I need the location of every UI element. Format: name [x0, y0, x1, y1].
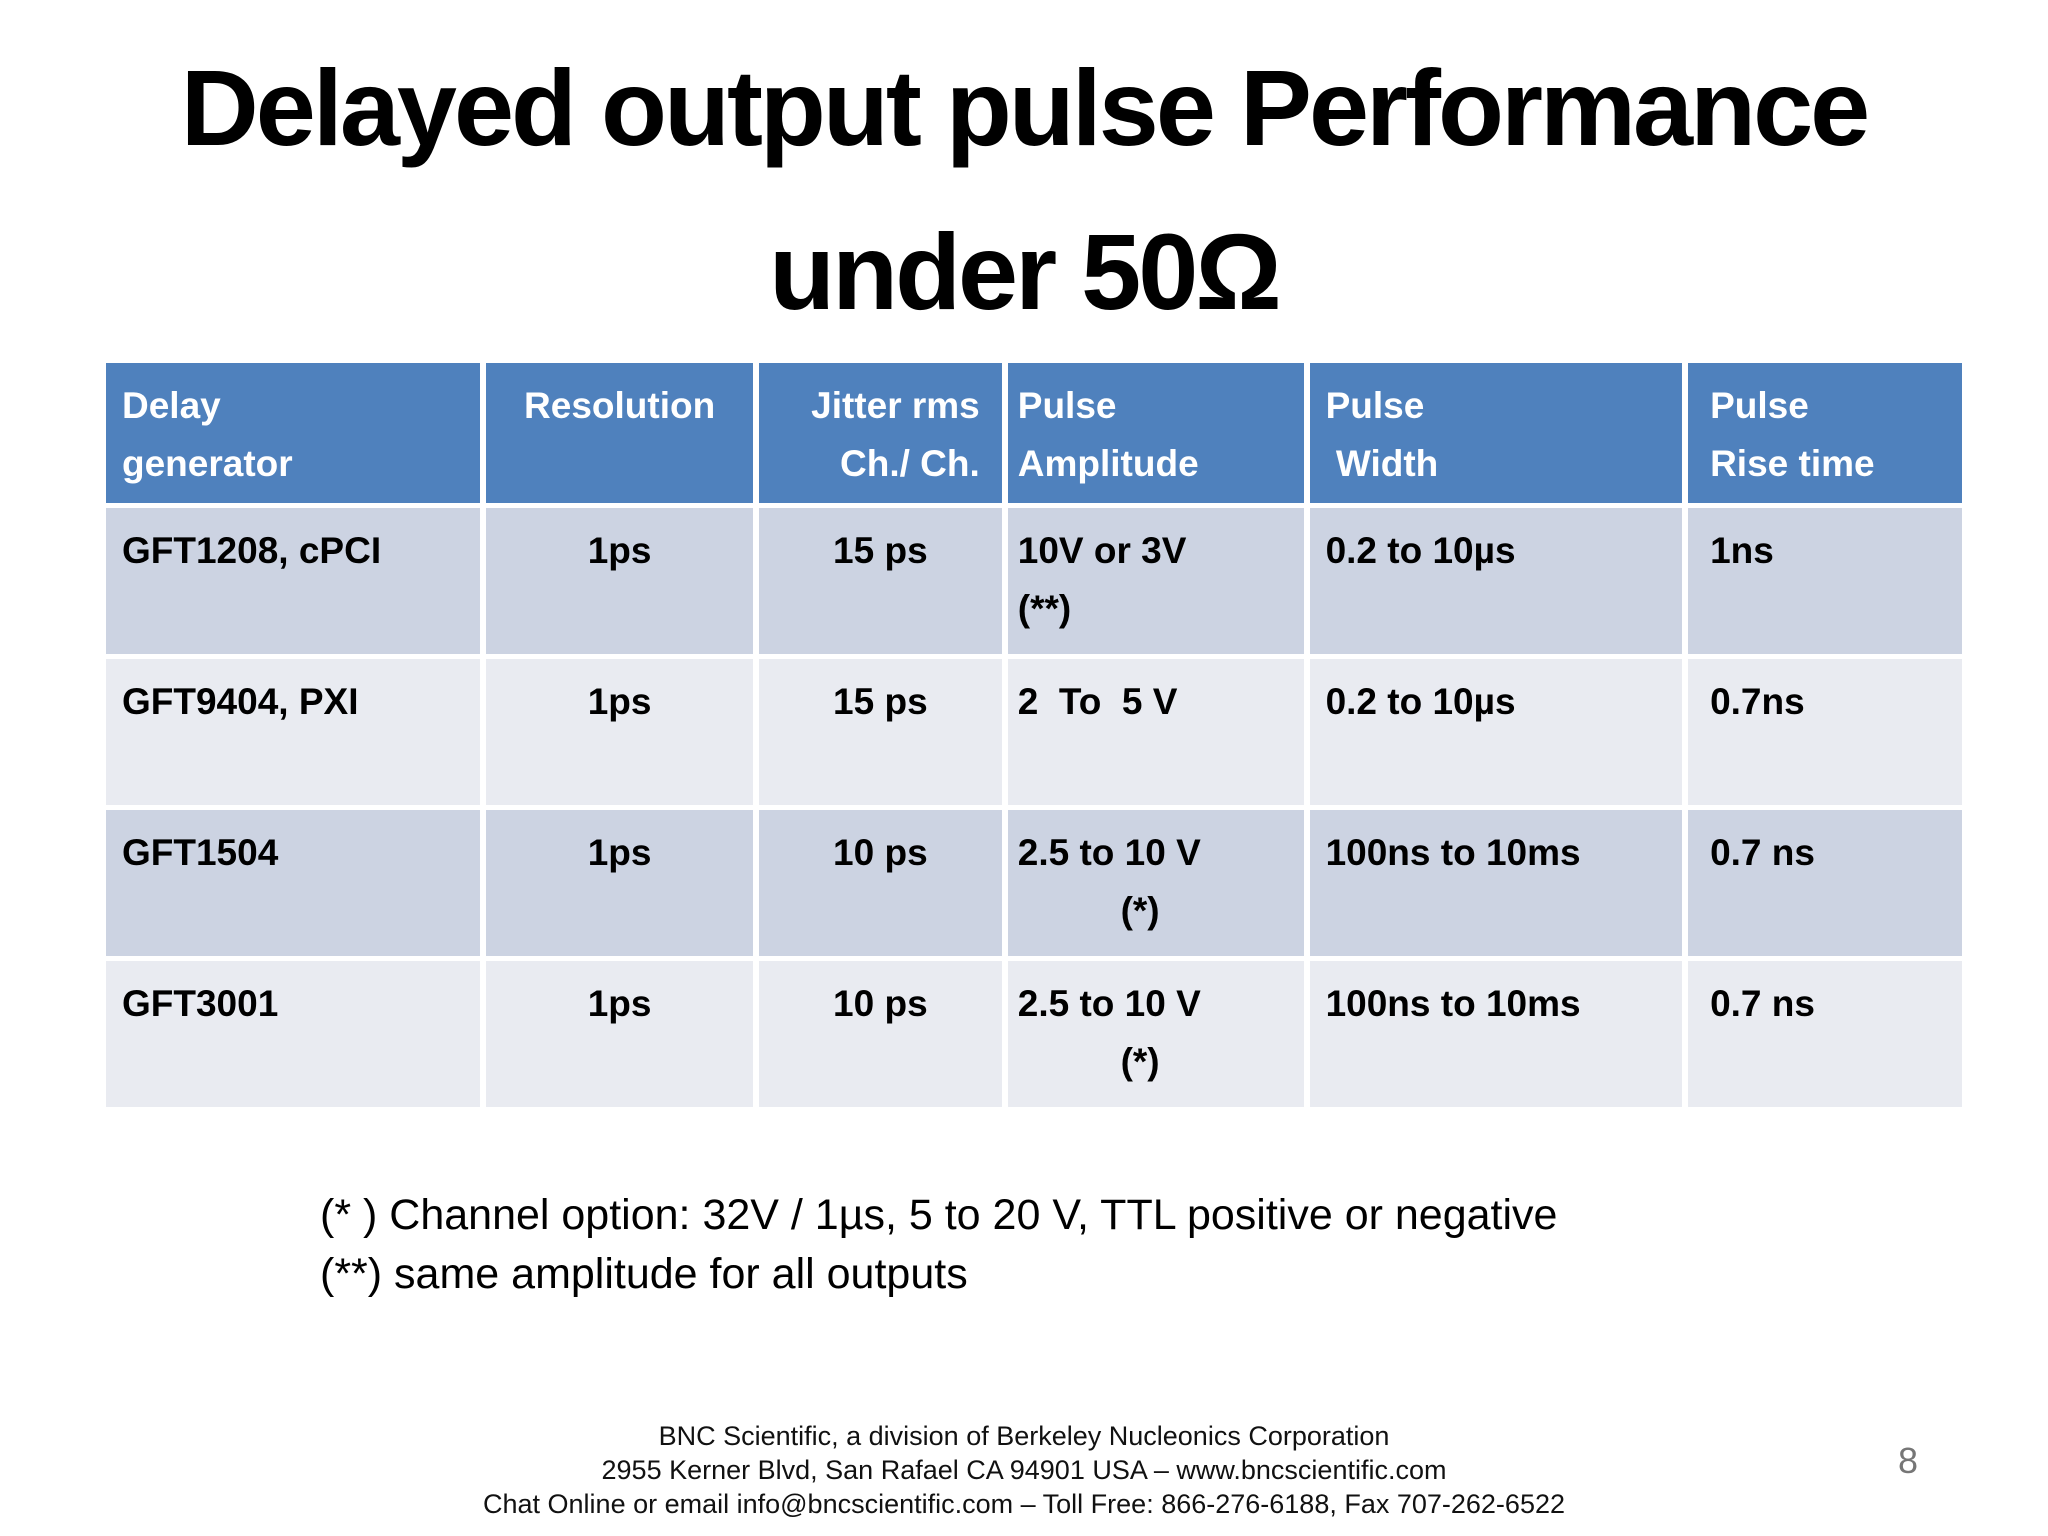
column-header: Pulse Amplitude — [1007, 363, 1304, 503]
cell-pulse-width: 100ns to 10ms — [1309, 961, 1683, 1107]
cell-jitter-rms: 10 ps — [758, 961, 1002, 1107]
cell-delay-generator: GFT3001 — [106, 961, 481, 1107]
table-row: GFT3001 1ps 10 ps 2.5 to 10 V (*) 100ns to 1… — [106, 961, 1962, 1107]
cell-delay-generator: GFT9404, PXI — [106, 659, 481, 805]
cell-pulse-amplitude: 10V or 3V (**) — [1007, 508, 1304, 654]
cell-delay-generator: GFT1208, cPCI — [106, 508, 481, 654]
slide-title-line2: under 50Ω — [769, 211, 1282, 333]
cell-resolution: 1ps — [486, 961, 753, 1107]
cell-pulse-rise-time: 0.7ns — [1688, 659, 1962, 805]
cell-resolution: 1ps — [486, 508, 753, 654]
column-header: Resolution — [486, 363, 753, 503]
footer-address-line: 2955 Kerner Blvd, San Rafael CA 94901 US… — [601, 1454, 1447, 1485]
cell-pulse-rise-time: 1ns — [1688, 508, 1962, 654]
cell-pulse-width: 0.2 to 10µs — [1309, 659, 1683, 805]
cell-pulse-rise-time: 0.7 ns — [1688, 961, 1962, 1107]
column-header: Jitter rms Ch./ Ch. — [758, 363, 1002, 503]
footnote-same-amplitude: (**) same amplitude for all outputs — [320, 1250, 968, 1299]
cell-jitter-rms: 15 ps — [758, 659, 1002, 805]
footer-contact-line: Chat Online or email info@bncscientific.… — [483, 1488, 1565, 1519]
table-row: GFT1208, cPCI 1ps 15 ps 10V or 3V (**) 0.2 t… — [106, 508, 1962, 654]
page-number: 8 — [1898, 1440, 1919, 1481]
table-row: GFT1504 1ps 10 ps 2.5 to 10 V (*) 100ns to 1… — [106, 810, 1962, 956]
footnote-channel-option: (* ) Channel option: 32V / 1µs, 5 to 20 … — [320, 1191, 1558, 1239]
column-header: Pulse Rise time — [1688, 363, 1962, 503]
slide-title-line1: Delayed output pulse Performance — [180, 47, 1870, 168]
cell-resolution: 1ps — [486, 810, 753, 956]
column-header: Pulse Width — [1309, 363, 1683, 503]
table-header-row: Delay generator Resolution Jitter rms Ch./… — [106, 363, 1962, 503]
cell-pulse-amplitude: 2 To 5 V — [1007, 659, 1304, 805]
cell-resolution: 1ps — [486, 659, 753, 805]
slide-title: Delayed output pulse Performance under 5… — [0, 26, 2048, 354]
cell-pulse-amplitude: 2.5 to 10 V (*) — [1007, 810, 1304, 956]
footer-company-line: BNC Scientific, a division of Berkeley N… — [658, 1421, 1390, 1451]
cell-pulse-amplitude: 2.5 to 10 V (*) — [1007, 961, 1304, 1107]
table-row: GFT9404, PXI 1ps 15 ps 2 To 5 V 0.2 to 10µs 0… — [106, 659, 1962, 805]
footer: BNC Scientific, a division of Berkeley N… — [0, 1420, 2048, 1521]
cell-jitter-rms: 15 ps — [758, 508, 1002, 654]
column-header: Delay generator — [106, 363, 481, 503]
cell-jitter-rms: 10 ps — [758, 810, 1002, 956]
performance-table: Delay generator Resolution Jitter rms Ch./… — [100, 358, 1968, 1112]
cell-pulse-width: 100ns to 10ms — [1309, 810, 1683, 956]
cell-delay-generator: GFT1504 — [106, 810, 481, 956]
cell-pulse-rise-time: 0.7 ns — [1688, 810, 1962, 956]
footnotes: (* ) Channel option: 32V / 1µs, 5 to 20 … — [320, 1186, 1557, 1305]
cell-pulse-width: 0.2 to 10µs — [1309, 508, 1683, 654]
